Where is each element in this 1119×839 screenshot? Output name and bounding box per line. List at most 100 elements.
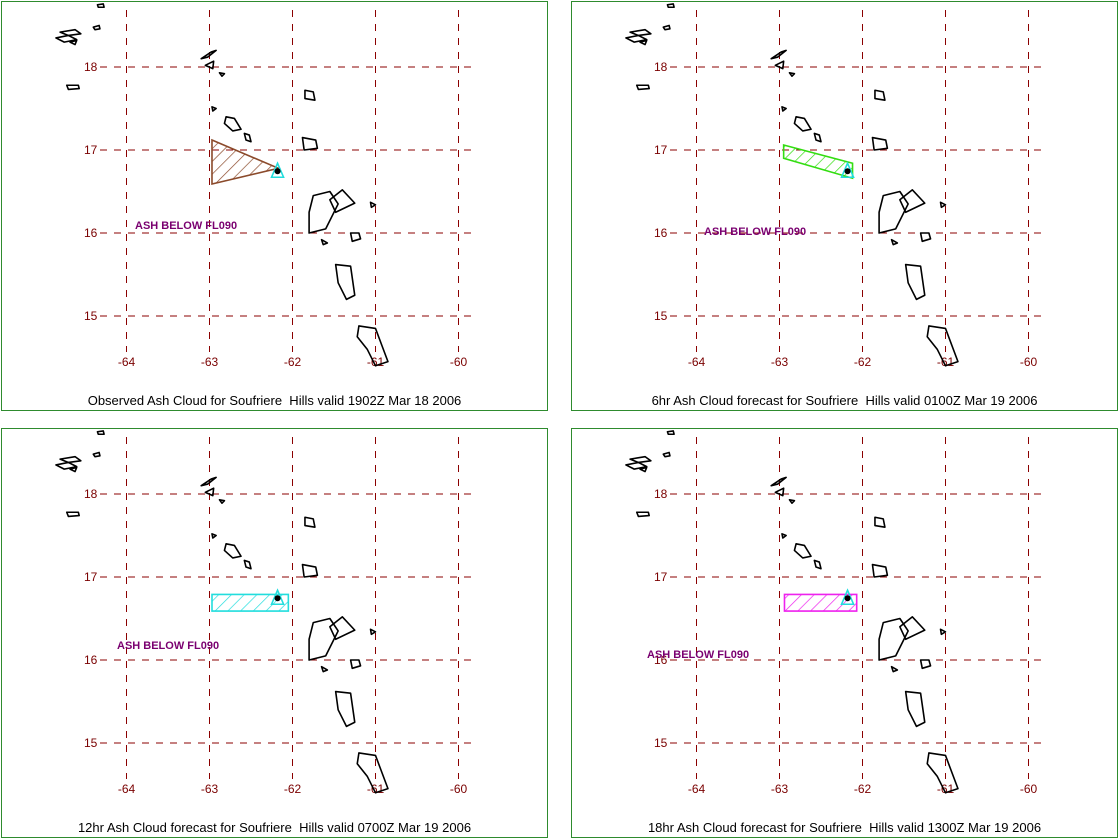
island-outline [301,563,319,578]
volcano-vent [844,595,851,602]
island-outline [793,543,812,559]
volcano-vent [844,168,851,175]
longitude-tick-label: -60 [1020,782,1038,796]
latitude-tick-label: 15 [654,736,668,750]
island-outline [69,466,78,473]
latitude-tick-label: 18 [654,60,668,74]
island-outline [204,60,215,70]
latitude-tick-label: 18 [84,60,98,74]
longitude-tick-label: -62 [284,355,302,369]
longitude-tick-label: -63 [771,782,789,796]
island-outline [218,72,226,77]
longitude-tick-label: -62 [284,782,302,796]
island-outline [55,34,78,43]
island-outline [939,201,947,209]
island-outline [871,136,889,151]
island-outline [629,455,652,464]
latitude-tick-label: 15 [654,309,668,323]
longitude-tick-label: -61 [937,782,955,796]
island-outline [662,451,671,458]
island-outline [788,499,796,504]
island-outline [662,24,671,31]
island-outline [69,39,78,46]
island-outline [770,49,787,60]
island-outline [96,430,105,436]
longitude-tick-label: -61 [937,355,955,369]
ash-cloud-map-18hr: 18 17 16 15 -64 -63 -62 -61 -60 ASH BELOW FL090 1… [571,428,1118,838]
island-outline [308,190,339,234]
latitude-tick-label: 15 [84,736,98,750]
latitude-tick-label: 16 [84,653,98,667]
island-outline [890,665,899,673]
island-outline [878,617,909,661]
island-outline [223,543,242,559]
island-outline [65,511,80,518]
latitude-tick-label: 16 [654,226,668,240]
island-outline [200,476,217,487]
island-outline [899,616,926,641]
island-outline [349,659,362,670]
island-outline [639,39,648,46]
ash-cloud-map-12hr: 18 17 16 15 -64 -63 -62 -61 -60 ASH BELOW FL090 1… [1,428,548,838]
island-outline [904,263,926,301]
longitude-tick-label: -64 [118,782,136,796]
island-outline [301,136,319,151]
island-outline [320,665,329,673]
island-outline [334,263,356,301]
island-outline [919,659,932,670]
island-outline [774,487,785,497]
longitude-tick-label: -61 [367,355,385,369]
volcano-marker [840,161,855,179]
island-outline [770,476,787,487]
island-outline [919,232,932,243]
island-outline [200,49,217,60]
latitude-tick-label: 16 [654,653,668,667]
island-outline [639,466,648,473]
map-caption: Observed Ash Cloud for Soufriere Hills v… [87,393,462,408]
island-outline [349,232,362,243]
longitude-tick-label: -60 [450,355,468,369]
longitude-tick-label: -60 [450,782,468,796]
island-outline [356,752,389,794]
island-outline [304,89,316,101]
map-canvas: 18 17 16 15 -64 -63 -62 -61 -60 ASH BELOW FL090 [625,3,1044,369]
longitude-tick-label: -64 [688,355,706,369]
volcano-marker [270,161,285,179]
island-outline [890,238,899,246]
island-outline [334,690,356,728]
island-outline [666,3,675,9]
volcano-marker [840,588,855,606]
longitude-tick-label: -64 [688,782,706,796]
island-outline [243,132,252,143]
latitude-tick-label: 18 [84,487,98,501]
island-outline [369,628,377,636]
ash-level-label: ASH BELOW FL090 [647,649,749,661]
ash-cloud-map-observed: 18 17 16 15 -64 -63 -62 -61 -60 ASH BELOW FL090 O… [1,1,548,411]
ash-cloud-area [211,593,290,612]
latitude-tick-label: 15 [84,309,98,323]
island-outline [329,616,356,641]
volcano-vent [274,595,281,602]
island-outline [813,132,822,143]
longitude-tick-label: -63 [201,782,219,796]
latitude-tick-label: 17 [654,143,668,157]
island-outline [926,752,959,794]
island-outline [625,461,648,470]
island-outline [813,559,822,570]
island-outline [874,89,886,101]
longitude-tick-label: -63 [771,355,789,369]
ash-level-label: ASH BELOW FL090 [704,226,806,238]
volcano-vent [274,168,281,175]
island-outline [320,238,329,246]
map-canvas: 18 17 16 15 -64 -63 -62 -61 -60 ASH BELOW FL090 [55,430,474,796]
island-outline [926,325,959,367]
island-outline [329,189,356,214]
latitude-tick-label: 16 [84,226,98,240]
latitude-tick-label: 17 [84,143,98,157]
island-outline [304,516,316,528]
map-canvas: 18 17 16 15 -64 -63 -62 -61 -60 ASH BELOW FL090 [55,3,474,369]
longitude-tick-label: -62 [854,355,872,369]
island-outline [666,430,675,436]
island-outline [629,28,652,37]
island-outline [904,690,926,728]
